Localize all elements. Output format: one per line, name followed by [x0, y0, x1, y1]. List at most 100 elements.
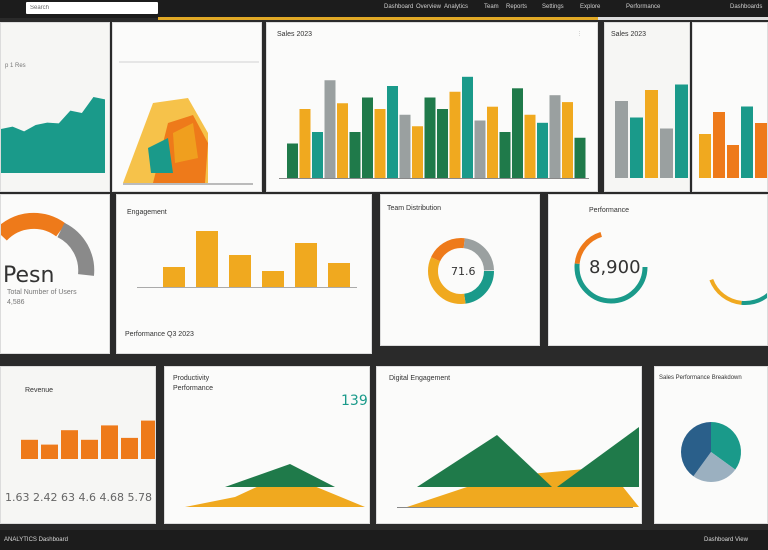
kpi-value: Pesn	[3, 263, 55, 288]
x-axis	[279, 178, 589, 179]
pie-chart-sales	[681, 422, 741, 482]
bar-3	[660, 128, 673, 178]
bar-9	[399, 114, 411, 178]
gauge-arc-orange	[1, 212, 66, 241]
ring-charts	[574, 229, 767, 305]
nav-item-team[interactable]: Team	[484, 4, 499, 10]
nav-item-dashboard[interactable]: Dashboard	[384, 4, 414, 10]
bar-18	[512, 88, 523, 178]
panel-title: Digital Engagement	[389, 375, 451, 382]
fan-segment-teal	[148, 138, 173, 173]
area-green-2	[557, 427, 639, 487]
bar-3	[324, 80, 336, 178]
bar-15	[474, 120, 486, 178]
area-chart-digital	[397, 427, 639, 508]
bar-1	[196, 231, 218, 287]
bar-14	[462, 76, 473, 178]
footer-left: ANALYTICS Dashboard	[4, 537, 68, 543]
bar-3	[81, 439, 98, 459]
panel-sub: Performance	[173, 385, 214, 392]
bar-10	[412, 126, 423, 178]
bar-17	[499, 132, 511, 178]
search-input[interactable]	[26, 2, 158, 14]
bar-0	[287, 143, 298, 178]
bar-12	[437, 109, 448, 178]
bar-21	[549, 95, 561, 178]
panel-sales-pie: Sales Performance Breakdown	[654, 366, 768, 524]
nav-item-explore[interactable]: Explore	[580, 4, 601, 10]
donut-value: 71.6	[451, 265, 476, 278]
bar-4	[295, 243, 317, 287]
bar-16	[487, 106, 498, 178]
pie-slice-0	[711, 422, 741, 470]
bar-11	[424, 97, 436, 178]
panel-sales-bars: Sales 2023 ⋮	[266, 22, 598, 192]
top-bar: Dashboard Overview Analytics Team Report…	[0, 0, 768, 18]
gauge-chart	[1, 212, 95, 276]
nav-item-analytics[interactable]: Analytics	[444, 4, 469, 10]
bar-0	[163, 267, 185, 287]
panel-small-bars: Sales 2023	[604, 22, 690, 192]
axis-line	[123, 183, 253, 185]
bar-19	[524, 114, 536, 178]
header-line	[119, 61, 259, 63]
fan-chart	[119, 61, 259, 185]
bar-4	[755, 123, 767, 178]
bar-0	[21, 439, 38, 459]
ring-teal	[574, 230, 648, 304]
donut-chart-team	[428, 238, 494, 304]
kpi-label: Total Number of Users	[7, 289, 77, 296]
panel-title: Team Distribution	[387, 205, 442, 212]
bar-20	[537, 122, 548, 178]
bar-1	[41, 444, 58, 459]
bar-6	[362, 97, 373, 178]
panel-title: Revenue	[25, 387, 54, 394]
donut-seg-orange	[428, 238, 494, 304]
accent-line-right	[598, 17, 768, 20]
panel-title: Sales Performance Breakdown	[659, 375, 742, 381]
panel-fan-chart	[112, 22, 262, 192]
panel-engagement: Engagement Performance Q3 2023	[116, 194, 372, 354]
panel-area-chart: p 1 Res	[0, 22, 110, 192]
bar-4	[675, 84, 688, 178]
bar-3	[741, 106, 753, 178]
nav-item-settings[interactable]: Settings	[542, 4, 564, 10]
bar-7	[374, 109, 386, 178]
ring-right-gold	[707, 229, 767, 305]
x-axis	[397, 507, 633, 508]
bar-2	[229, 255, 251, 287]
panel-revenue: Revenue 1.63 2.42 63 4.6 4.68 5.78 5.93	[0, 366, 156, 524]
panel-gauge: Pesn Total Number of Users 4,586	[0, 194, 110, 354]
panel-digital: Digital Engagement	[376, 366, 642, 524]
bar-chart-revenue	[21, 420, 155, 459]
bar-0	[615, 101, 628, 178]
bar-2	[645, 90, 658, 178]
bar-chart-sales	[279, 76, 589, 179]
ring-right-teal	[707, 229, 767, 305]
gauge-arc-gray	[57, 222, 95, 276]
bar-8	[387, 86, 398, 178]
area-green-1	[417, 435, 552, 487]
donut-seg-gold	[428, 238, 494, 304]
bar-chart-small	[615, 84, 688, 178]
pie-slice-1	[693, 452, 736, 482]
panel-team-donut: Team Distribution 71.6	[380, 194, 540, 346]
nav-item-performance[interactable]: Performance	[626, 4, 661, 10]
performance-value: 8,900	[589, 257, 641, 278]
revenue-numbers: 1.63 2.42 63 4.6 4.68 5.78 5.93	[5, 491, 155, 504]
pie-slice-2	[681, 422, 711, 477]
bar-3	[262, 271, 284, 287]
bar-2	[61, 430, 78, 459]
nav-item-reports[interactable]: Reports	[506, 4, 528, 10]
bottom-bar: ANALYTICS Dashboard Dashboard View	[0, 530, 768, 550]
bar-1	[630, 117, 643, 178]
bar-5	[121, 437, 138, 459]
nav-item-overview[interactable]: Overview	[416, 4, 442, 10]
nav-item-dashboards[interactable]: Dashboards	[730, 4, 763, 10]
bar-6	[141, 420, 155, 459]
panel-menu-icon[interactable]: ⋮	[577, 31, 582, 37]
productivity-value: 139	[341, 393, 368, 409]
panel-right-bars	[692, 22, 768, 192]
bar-5	[349, 132, 361, 178]
area-green	[225, 464, 335, 487]
